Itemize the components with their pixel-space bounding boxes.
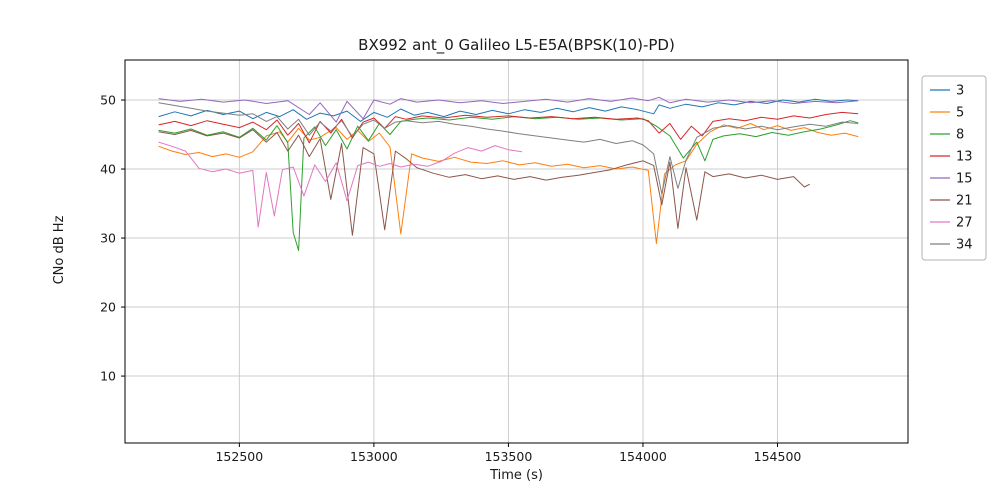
series-line-21 [158,129,811,236]
x-axis-label: Time (s) [490,468,543,483]
chart-title: BX992 ant_0 Galileo L5-E5A(BPSK(10)-PD) [358,36,675,54]
legend-label-34: 34 [956,238,973,253]
legend-label-13: 13 [956,150,973,165]
legend-label-15: 15 [956,172,973,187]
series-line-34 [158,102,859,195]
y-tick-label: 20 [100,300,116,315]
legend-label-27: 27 [956,216,973,231]
legend-label-21: 21 [956,194,973,209]
x-tick-label: 152500 [215,449,263,464]
series-line-8 [158,116,859,251]
legend-box [921,75,987,261]
legend-label-8: 8 [956,128,964,143]
y-tick-label: 30 [100,231,116,246]
series-line-3 [158,98,859,122]
y-tick-label: 10 [100,369,116,384]
x-tick-label: 154000 [619,449,667,464]
y-tick-label: 50 [100,93,116,108]
legend-label-5: 5 [956,106,964,121]
x-tick-label: 153000 [350,449,398,464]
series-line-5 [158,123,859,245]
x-tick-label: 154500 [754,449,802,464]
series-line-13 [158,111,859,144]
series-line-27 [158,141,522,228]
series-line-15 [158,96,859,123]
x-tick-label: 153500 [485,449,533,464]
axes-border [124,59,909,444]
legend-label-3: 3 [956,84,964,99]
y-tick-label: 40 [100,162,116,177]
